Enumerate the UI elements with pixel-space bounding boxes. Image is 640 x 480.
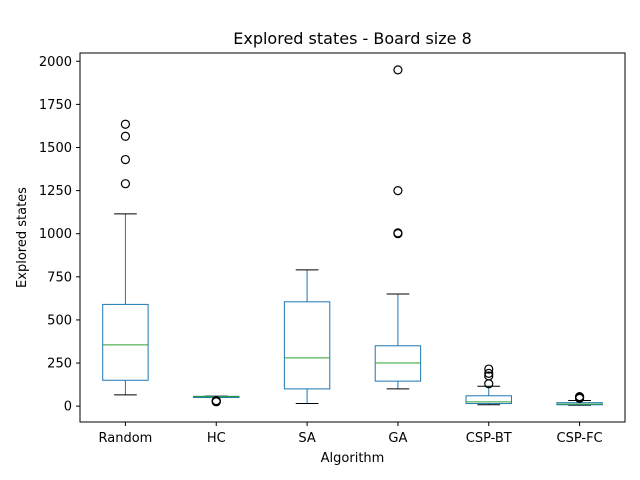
y-axis: 0 250 500 750 1000 1250 1500 1750 2000 [39, 55, 80, 415]
plot-frame [79, 52, 626, 423]
outlier-point [393, 185, 403, 196]
outlier-point [211, 396, 221, 406]
box-hc [193, 395, 240, 407]
chart-title: Explored states - Board size 8 [233, 29, 472, 48]
box-ga [374, 65, 422, 390]
x-tick-label: CSP-BT [466, 431, 512, 446]
outlier-point [574, 392, 585, 402]
outlier-point [393, 65, 403, 75]
x-tick-label: HC [207, 431, 226, 446]
x-tick-label: SA [298, 431, 315, 446]
x-axis: Random HC SA GA CSP-BT CSP-FC [99, 422, 603, 446]
y-tick-label: 1000 [39, 227, 72, 242]
box-random [102, 119, 149, 396]
y-tick-label: 2000 [39, 55, 72, 70]
y-tick-label: 1750 [39, 98, 72, 113]
x-tick-label: Random [99, 431, 153, 446]
y-tick-label: 1500 [39, 141, 72, 156]
iqr-box [283, 301, 331, 390]
y-tick-label: 0 [64, 400, 72, 415]
x-tick-label: GA [388, 431, 407, 446]
box-csp-bt [465, 364, 512, 406]
outlier-point [484, 368, 494, 378]
outlier-point [120, 131, 131, 141]
box-csp-fc [556, 392, 603, 406]
outlier-point [484, 371, 494, 381]
plot-area [80, 53, 625, 422]
outlier-point [484, 364, 494, 374]
y-tick-label: 250 [47, 357, 72, 372]
iqr-box [465, 395, 512, 405]
box-series [102, 65, 603, 407]
y-tick-label: 750 [47, 270, 72, 285]
outlier-point [120, 154, 131, 165]
iqr-box [102, 303, 149, 381]
y-axis-label: Explored states [15, 187, 30, 288]
y-tick-label: 1250 [39, 184, 72, 199]
outlier-point [120, 119, 131, 129]
box-sa [283, 269, 331, 405]
x-axis-label: Algorithm [321, 451, 385, 466]
outlier-point [393, 228, 403, 238]
y-tick-label: 500 [47, 313, 72, 328]
outlier-point [120, 179, 131, 189]
x-tick-label: CSP-FC [557, 431, 603, 446]
